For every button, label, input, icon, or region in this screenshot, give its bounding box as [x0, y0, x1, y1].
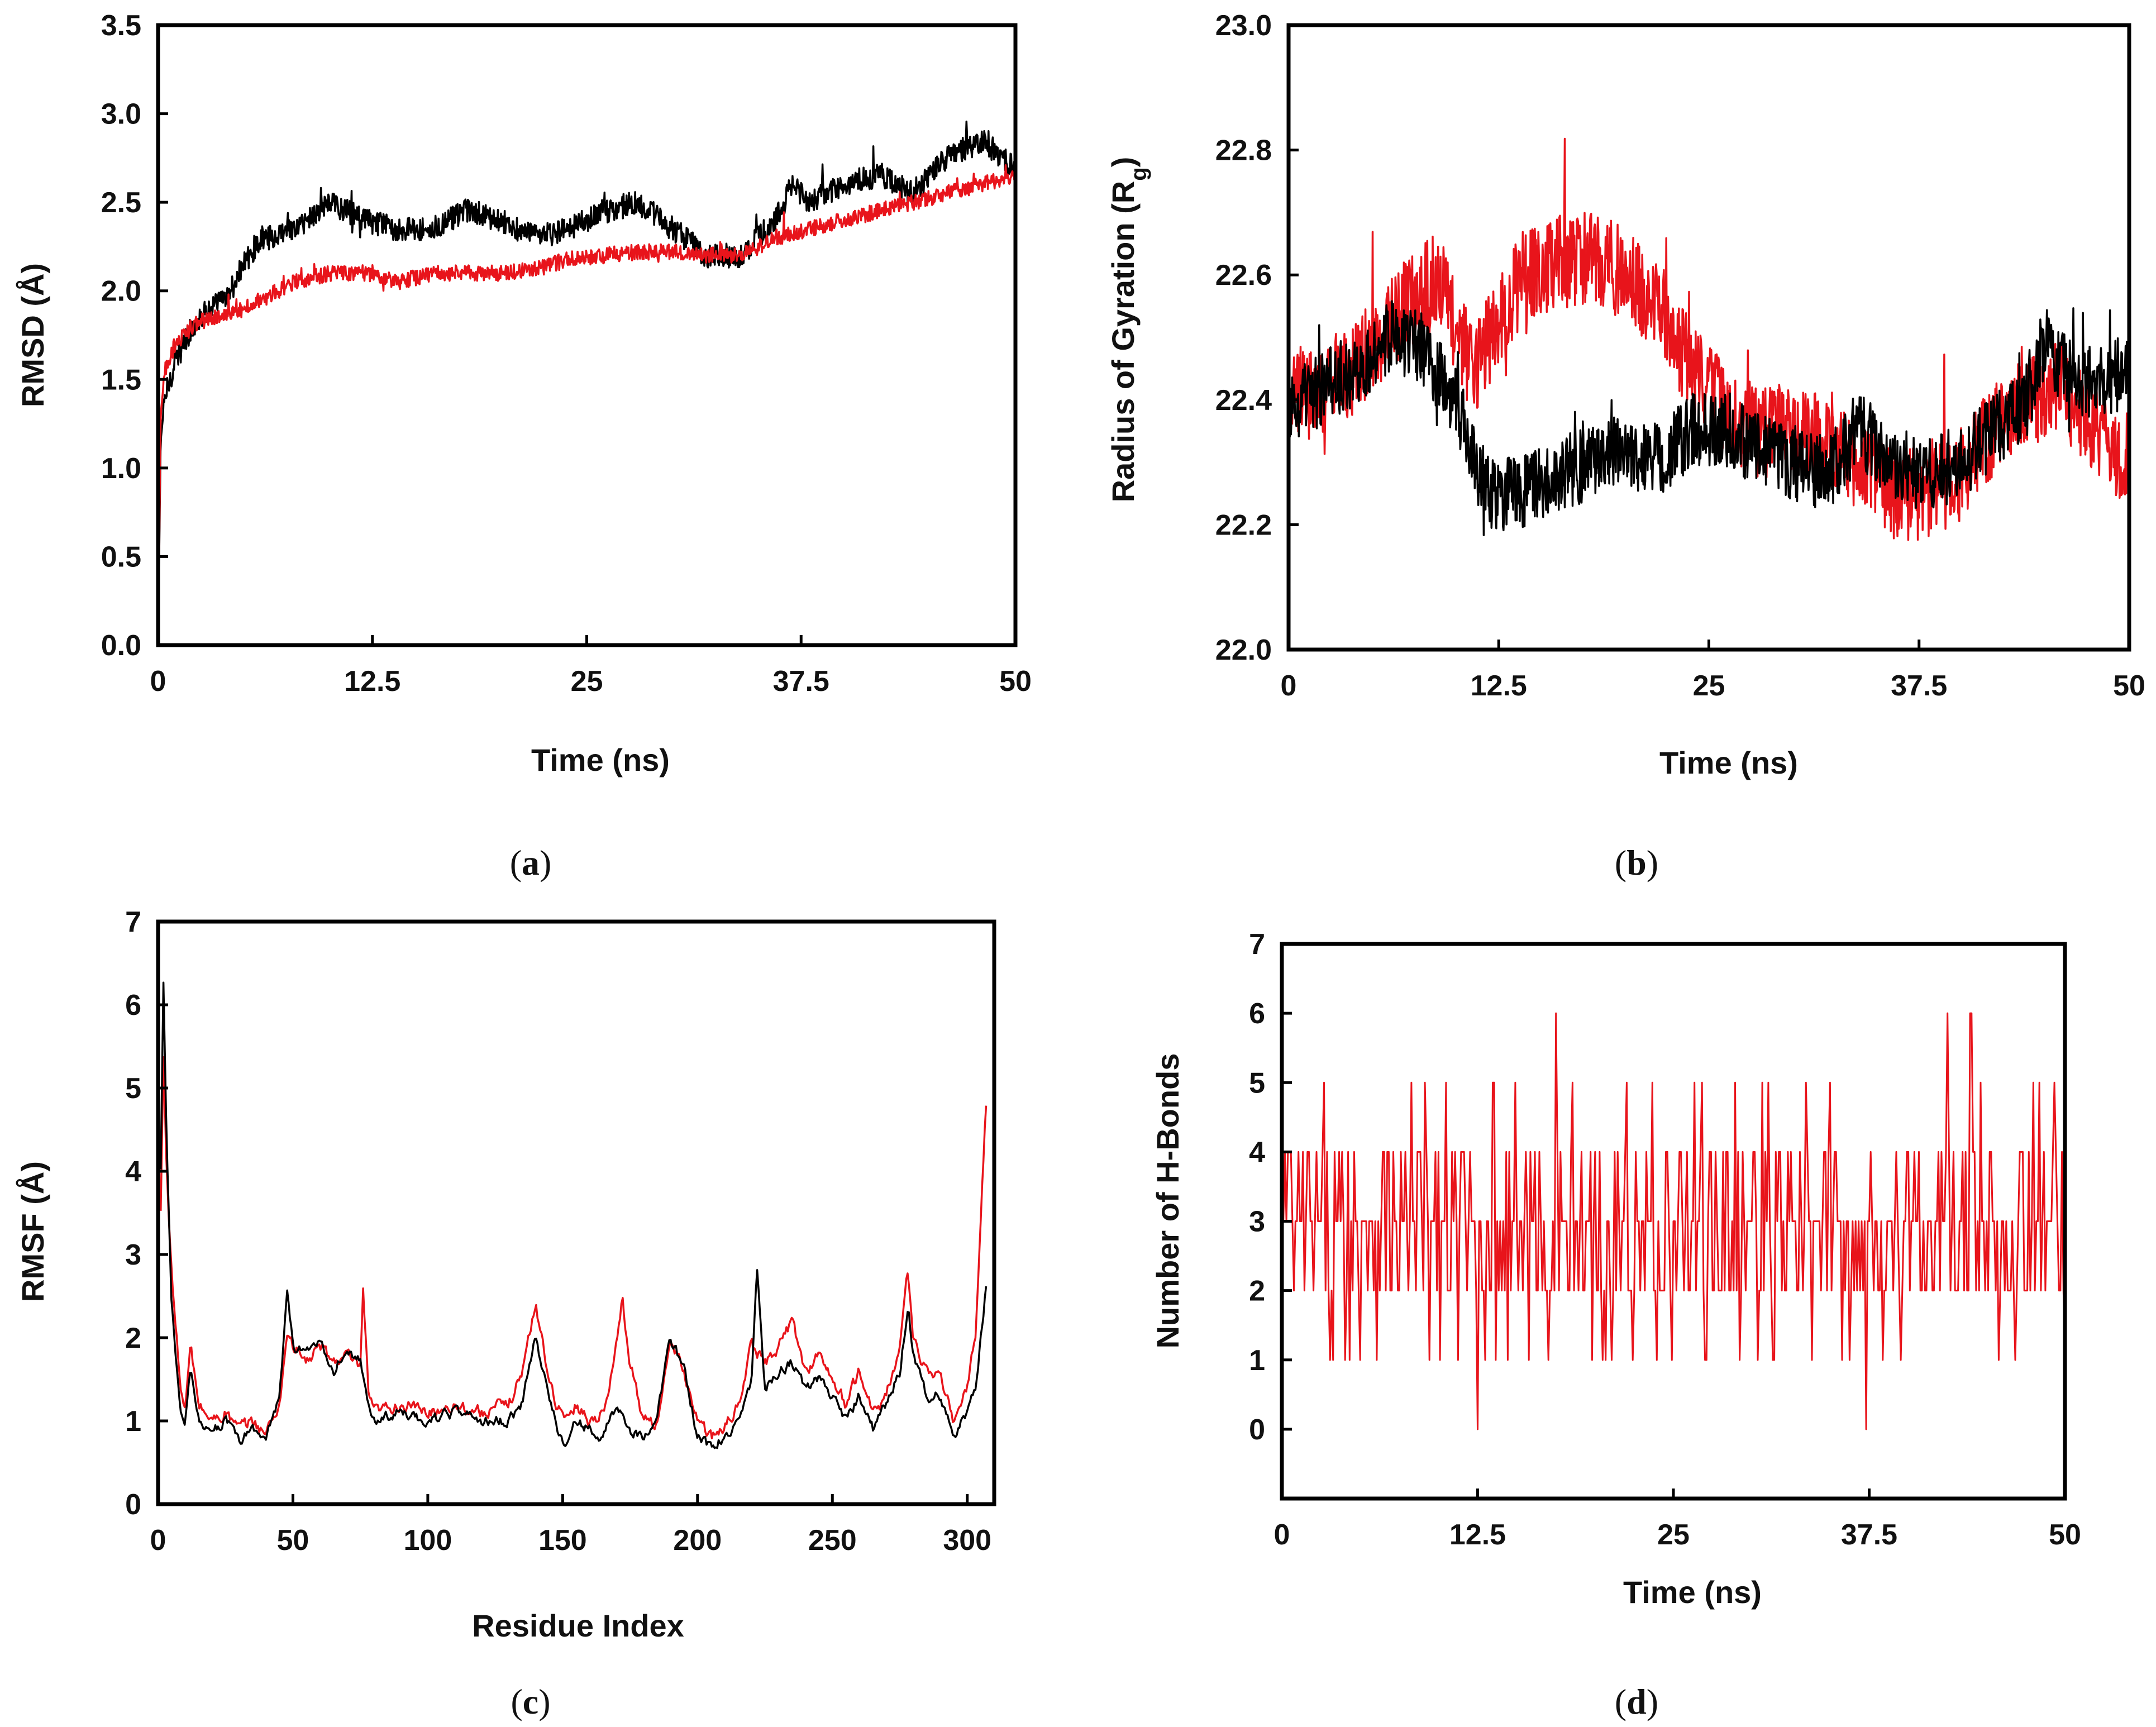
panel-d-xlabel: Time (ns): [1623, 1575, 1762, 1610]
panel-d-ytick-label: 6: [1249, 998, 1265, 1030]
panel-a-ytick-label: 1.5: [101, 364, 141, 396]
panel-a-ytick-label: 1.0: [101, 452, 141, 485]
panel-b-xtick-label: 25: [1693, 670, 1725, 702]
panel-a-caption: (a): [510, 843, 552, 882]
panel-a-xtick-label: 0: [150, 665, 166, 698]
panel-c-ytick-label: 6: [125, 989, 141, 1022]
panel-a-series-black: [158, 120, 1015, 645]
panel-a-xtick-label: 25: [571, 665, 603, 698]
panel-a-rmsd: RMSD (Å) Time (ns) (a) 0 12.5 25 37.5 50 0.0 0…: [15, 9, 1032, 882]
panel-a-xtick-label: 37.5: [773, 665, 829, 698]
panel-d-xtick-label: 37.5: [1841, 1519, 1897, 1551]
panel-c-xtick-label: 250: [808, 1524, 857, 1557]
panel-c-ytick-label: 1: [125, 1405, 141, 1438]
panel-b-ytick-label: 22.6: [1215, 259, 1272, 292]
panel-a-frame: [156, 23, 1018, 647]
panel-d-xtick-label: 50: [2049, 1519, 2081, 1551]
panel-d-caption: (d): [1615, 1682, 1658, 1721]
panel-c-ytick-label: 5: [125, 1072, 141, 1105]
panel-b-xtick-label: 0: [1281, 670, 1297, 702]
panel-b-radius-of-gyration: Radius of Gyration (Rg) Time (ns) (b) 0 1…: [1105, 9, 2145, 882]
panel-d-ytick-label: 3: [1249, 1206, 1265, 1238]
panel-a-ytick-label: 2.5: [101, 187, 141, 219]
panel-a-xlabel: Time (ns): [531, 742, 670, 777]
panel-a-ytick-label: 2.0: [101, 275, 141, 308]
panel-c-series-red: [160, 1056, 988, 1439]
panel-d-xtick-label: 25: [1657, 1519, 1690, 1551]
panel-c-frame: [156, 919, 996, 1506]
panel-d-xtick-label: 0: [1274, 1519, 1290, 1551]
panel-a-xtick-label: 50: [999, 665, 1032, 698]
panel-c-xtick-label: 50: [277, 1524, 309, 1557]
panel-c-ytick-label: 4: [125, 1156, 141, 1188]
panel-c-caption: (c): [511, 1682, 550, 1721]
panel-d-xtick-label: 12.5: [1449, 1519, 1506, 1551]
panel-b-ytick-label: 22.4: [1215, 384, 1272, 417]
panel-d-ylabel: Number of H-Bonds: [1150, 1053, 1185, 1349]
panel-c-ytick-label: 0: [125, 1489, 141, 1521]
panel-a-ylabel: RMSD (Å): [15, 263, 50, 407]
panel-c-xtick-label: 200: [673, 1524, 722, 1557]
panel-c-xtick-label: 0: [150, 1524, 166, 1557]
panel-b-ytick-label: 22.8: [1215, 135, 1272, 167]
panel-c-ytick-label: 7: [125, 906, 141, 938]
panel-a-xtick-label: 12.5: [344, 665, 400, 698]
panel-d-ytick-label: 2: [1249, 1275, 1265, 1308]
panel-d-ytick-label: 1: [1249, 1344, 1265, 1377]
panel-d-ytick-label: 4: [1249, 1136, 1265, 1168]
panel-b-plot-area: [1289, 137, 2129, 541]
panel-a-ytick-label: 3.0: [101, 98, 141, 131]
panel-a-series-red: [158, 164, 1015, 645]
panel-c-xtick-label: 100: [404, 1524, 452, 1557]
panel-d-plot-area: [1282, 1012, 2065, 1430]
panel-b-caption: (b): [1615, 843, 1658, 882]
panel-c-plot-area: [160, 981, 988, 1449]
panel-d-series-red: [1282, 1012, 2065, 1430]
panel-a-ytick-label: 3.5: [101, 9, 141, 42]
panel-b-xtick-label: 37.5: [1891, 670, 1947, 702]
panel-b-xtick-label: 50: [2113, 670, 2145, 702]
panel-a-plot-area: [158, 120, 1015, 645]
panel-d-hbonds: Number of H-Bonds Time (ns) (d) 0 12.5 25 3…: [1150, 928, 2081, 1721]
panel-c-xlabel: Residue Index: [472, 1608, 684, 1643]
panel-c-series-black: [160, 981, 988, 1449]
panel-b-ytick-label: 22.0: [1215, 634, 1272, 666]
panel-c-ylabel: RMSF (Å): [15, 1161, 50, 1302]
panel-c-ytick-label: 2: [125, 1322, 141, 1354]
panel-d-ytick-label: 0: [1249, 1414, 1265, 1446]
panel-b-series-black: [1289, 300, 2129, 536]
panel-d-ytick-label: 5: [1249, 1067, 1265, 1099]
panel-a-ytick-label: 0.5: [101, 541, 141, 573]
panel-a-ytick-label: 0.0: [101, 629, 141, 662]
panel-c-xtick-label: 150: [538, 1524, 587, 1557]
panel-b-xlabel: Time (ns): [1659, 745, 1798, 780]
panel-c-ytick-label: 3: [125, 1239, 141, 1271]
panel-b-ytick-label: 23.0: [1215, 9, 1272, 42]
panel-c-xtick-label: 300: [943, 1524, 991, 1557]
panel-b-series-red: [1289, 137, 2129, 541]
panel-d-ytick-label: 7: [1249, 928, 1265, 961]
panel-b-xtick-label: 12.5: [1471, 670, 1527, 702]
panel-b-ylabel: Radius of Gyration (Rg): [1105, 157, 1151, 503]
panel-c-rmsf: RMSF (Å) Residue Index (c) 0 50 100 150 200 2…: [15, 906, 996, 1721]
panel-b-ytick-label: 22.2: [1215, 509, 1272, 541]
